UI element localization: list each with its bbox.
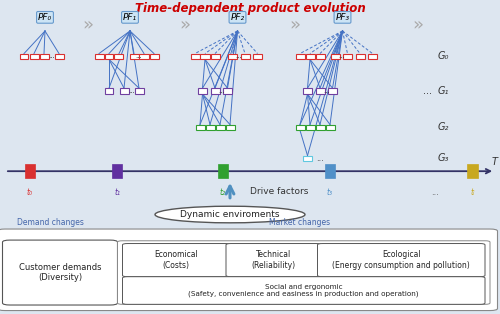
Text: »: » (290, 17, 300, 35)
Text: Time-dependent product evolution: Time-dependent product evolution (134, 2, 366, 15)
Text: Demand changes: Demand changes (16, 218, 84, 227)
Text: PF₂: PF₂ (230, 13, 244, 22)
Ellipse shape (155, 206, 305, 223)
FancyBboxPatch shape (190, 54, 200, 59)
FancyBboxPatch shape (200, 54, 209, 59)
FancyBboxPatch shape (306, 54, 314, 59)
Text: t₂: t₂ (220, 187, 226, 197)
Text: Social and ergonomic
(Safety, convenience and easiness in production and operati: Social and ergonomic (Safety, convenienc… (188, 284, 419, 297)
Text: PF₃: PF₃ (336, 13, 349, 22)
FancyBboxPatch shape (316, 54, 324, 59)
Text: t₃: t₃ (327, 187, 333, 197)
Text: ...: ... (128, 88, 135, 94)
Text: ...: ... (316, 154, 324, 163)
FancyBboxPatch shape (94, 54, 104, 59)
FancyBboxPatch shape (104, 54, 114, 59)
FancyBboxPatch shape (40, 54, 48, 59)
Text: ...: ... (323, 88, 330, 94)
Text: ...: ... (423, 86, 432, 96)
Text: PF₀: PF₀ (38, 13, 52, 22)
Text: ...: ... (48, 53, 55, 59)
Text: t₀: t₀ (27, 187, 33, 197)
FancyBboxPatch shape (120, 88, 128, 94)
Text: ...: ... (431, 187, 439, 197)
Text: »: » (180, 17, 190, 35)
Text: ...: ... (338, 53, 344, 59)
FancyBboxPatch shape (122, 277, 485, 304)
FancyBboxPatch shape (122, 244, 230, 277)
FancyBboxPatch shape (223, 88, 232, 94)
Text: Economical
(Costs): Economical (Costs) (154, 251, 198, 270)
FancyBboxPatch shape (303, 155, 312, 161)
Text: Drive factors: Drive factors (250, 187, 308, 196)
Text: G₂: G₂ (438, 122, 449, 133)
FancyBboxPatch shape (140, 54, 148, 59)
FancyBboxPatch shape (210, 88, 220, 94)
FancyBboxPatch shape (240, 54, 250, 59)
Text: Ecological
(Energy consumption and pollution): Ecological (Energy consumption and pollu… (332, 251, 470, 270)
FancyBboxPatch shape (25, 164, 35, 178)
FancyBboxPatch shape (216, 125, 224, 130)
FancyBboxPatch shape (134, 88, 143, 94)
Text: Technical
(Reliability): Technical (Reliability) (252, 251, 296, 270)
FancyBboxPatch shape (330, 54, 340, 59)
FancyBboxPatch shape (326, 125, 334, 130)
FancyBboxPatch shape (210, 54, 220, 59)
FancyBboxPatch shape (328, 88, 337, 94)
Text: G₁: G₁ (438, 86, 449, 96)
FancyBboxPatch shape (316, 88, 324, 94)
FancyBboxPatch shape (196, 125, 204, 130)
FancyBboxPatch shape (296, 54, 304, 59)
Text: ...: ... (136, 53, 142, 59)
Text: G₀: G₀ (438, 51, 449, 62)
FancyBboxPatch shape (228, 54, 237, 59)
FancyBboxPatch shape (325, 164, 335, 178)
FancyBboxPatch shape (30, 54, 38, 59)
FancyBboxPatch shape (468, 164, 477, 178)
Text: »: » (412, 17, 423, 35)
FancyBboxPatch shape (150, 54, 158, 59)
FancyBboxPatch shape (114, 54, 124, 59)
Text: ...: ... (236, 53, 242, 59)
FancyBboxPatch shape (356, 54, 364, 59)
FancyBboxPatch shape (253, 54, 262, 59)
FancyBboxPatch shape (198, 88, 207, 94)
Text: Customer demands
(Diversity): Customer demands (Diversity) (19, 263, 101, 282)
Text: tᵢ: tᵢ (470, 187, 474, 197)
Text: ...: ... (218, 88, 224, 94)
Text: T: T (492, 157, 498, 167)
Text: Market changes: Market changes (270, 218, 330, 227)
Text: »: » (82, 17, 93, 35)
FancyBboxPatch shape (303, 88, 312, 94)
Text: PF₁: PF₁ (123, 13, 137, 22)
FancyBboxPatch shape (218, 164, 228, 178)
FancyBboxPatch shape (104, 88, 114, 94)
FancyBboxPatch shape (54, 54, 64, 59)
FancyBboxPatch shape (226, 244, 321, 277)
FancyBboxPatch shape (2, 240, 117, 305)
FancyBboxPatch shape (112, 164, 122, 178)
FancyBboxPatch shape (318, 244, 485, 277)
FancyBboxPatch shape (20, 54, 28, 59)
FancyBboxPatch shape (118, 241, 490, 304)
FancyBboxPatch shape (206, 125, 214, 130)
FancyBboxPatch shape (296, 125, 304, 130)
FancyBboxPatch shape (368, 54, 377, 59)
FancyBboxPatch shape (306, 125, 314, 130)
Text: t₁: t₁ (114, 187, 120, 197)
FancyBboxPatch shape (343, 54, 352, 59)
FancyBboxPatch shape (0, 229, 498, 311)
Text: Dynamic enviroments: Dynamic enviroments (180, 210, 280, 219)
FancyBboxPatch shape (226, 125, 234, 130)
Text: G₃: G₃ (438, 154, 449, 164)
FancyBboxPatch shape (316, 125, 324, 130)
FancyBboxPatch shape (130, 54, 138, 59)
